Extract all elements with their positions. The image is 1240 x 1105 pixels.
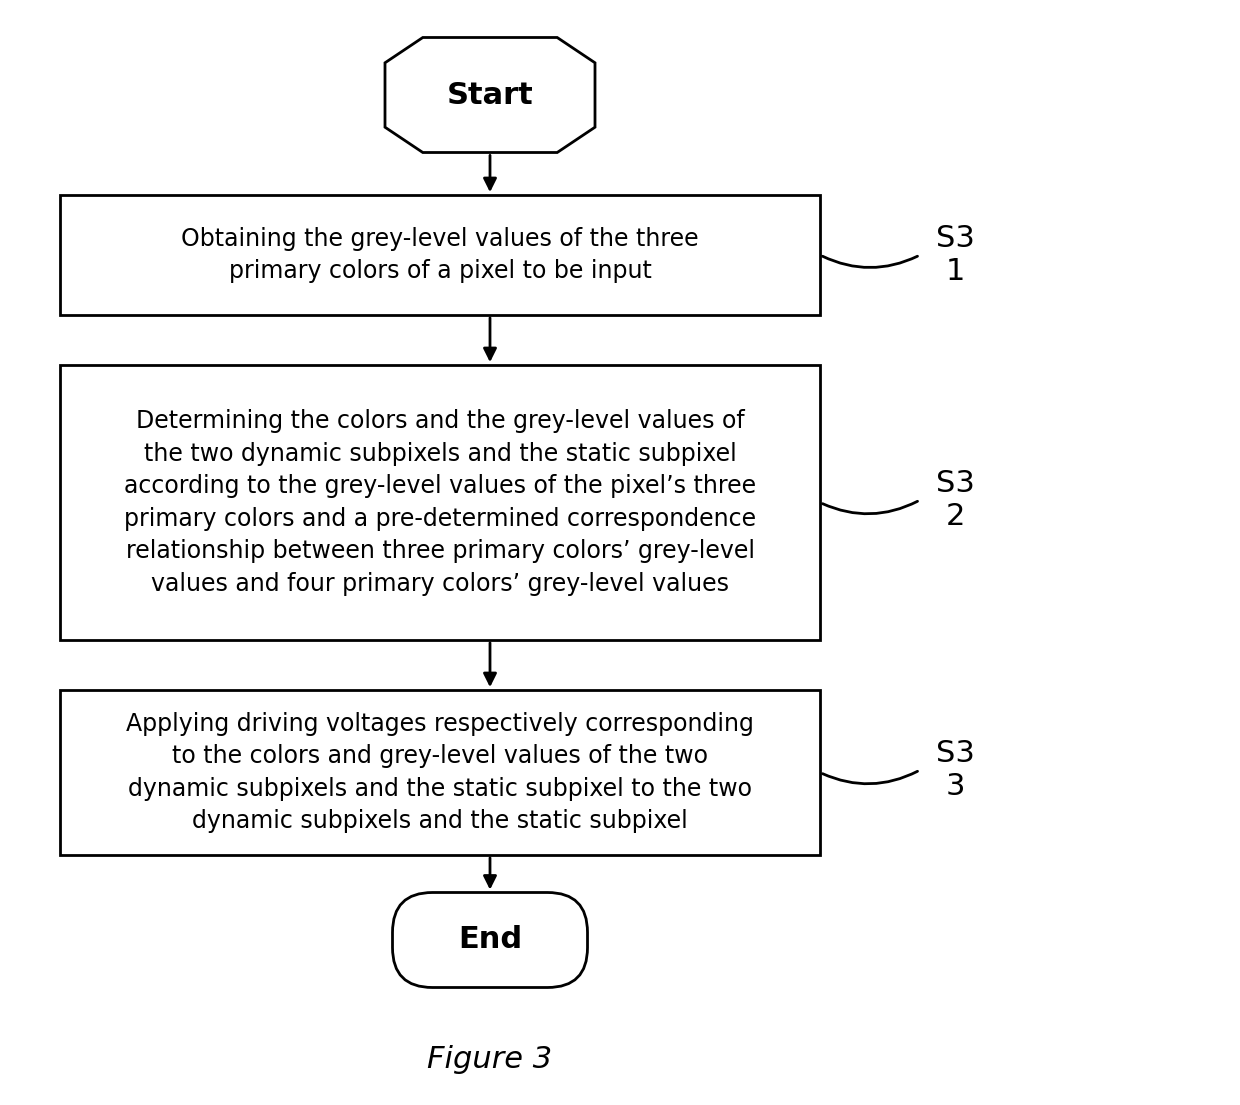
FancyBboxPatch shape bbox=[393, 893, 588, 988]
Bar bbox=[60, 690, 820, 855]
Text: Determining the colors and the grey-level values of
the two dynamic subpixels an: Determining the colors and the grey-leve… bbox=[124, 409, 756, 596]
Text: S3
2: S3 2 bbox=[935, 469, 975, 532]
Text: Applying driving voltages respectively corresponding
to the colors and grey-leve: Applying driving voltages respectively c… bbox=[126, 712, 754, 833]
Bar bbox=[60, 365, 820, 640]
Polygon shape bbox=[384, 38, 595, 152]
Text: Start: Start bbox=[446, 81, 533, 109]
Text: S3
3: S3 3 bbox=[935, 739, 975, 801]
Text: Obtaining the grey-level values of the three
primary colors of a pixel to be inp: Obtaining the grey-level values of the t… bbox=[181, 227, 699, 283]
Text: S3
1: S3 1 bbox=[935, 223, 975, 286]
Bar bbox=[60, 194, 820, 315]
Text: Figure 3: Figure 3 bbox=[428, 1045, 553, 1074]
Text: End: End bbox=[458, 926, 522, 955]
